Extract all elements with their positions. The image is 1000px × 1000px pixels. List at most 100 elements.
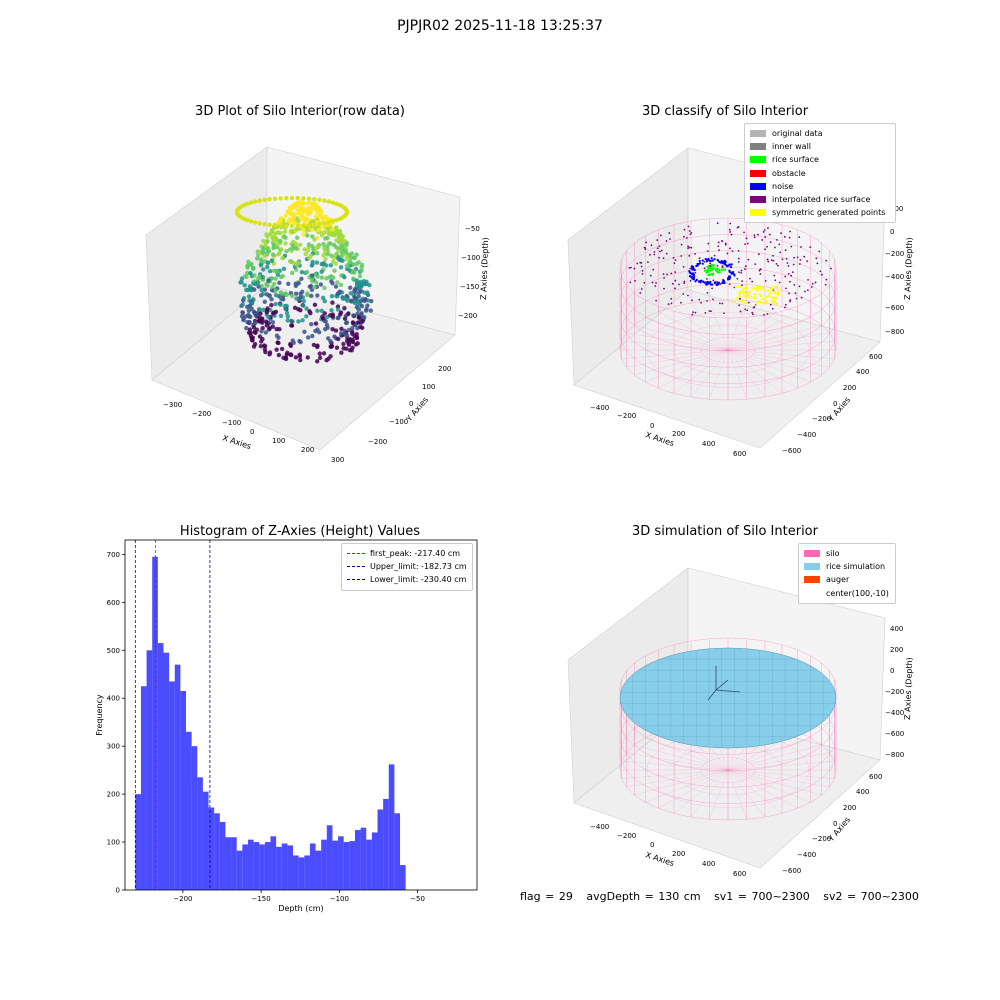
histogram-bar: [281, 843, 288, 890]
histogram-ylabel: Frequency: [95, 694, 104, 736]
histogram-bar: [214, 813, 220, 890]
histogram-bar: [264, 842, 271, 890]
panel4-xtick: 0: [650, 841, 654, 849]
panel1-ytick: −100: [389, 418, 408, 426]
panel4-y-ticks: −600 −400 −200 0 200 400 600: [782, 773, 882, 875]
histogram-xtick-label: −200: [173, 895, 192, 903]
legend-swatch: [804, 590, 820, 597]
panel1-ytick: 0: [409, 400, 413, 408]
panel4-ytick: 200: [843, 804, 856, 812]
legend-line: [347, 566, 365, 568]
panel4-ztick: 0: [890, 667, 894, 675]
panel2-ytick: 400: [856, 368, 869, 376]
panel2-xtick: 400: [702, 440, 715, 448]
histogram-y-ticks: 0 100 200 300 400 500 600 700: [107, 551, 125, 895]
panel1-xtick: 300: [331, 456, 344, 464]
legend-swatch: [750, 169, 766, 177]
histogram-frame: [124, 539, 478, 891]
legend-label: silo: [826, 549, 840, 559]
legend-entry: rice surface: [750, 153, 890, 166]
histogram-bar: [349, 841, 355, 890]
legend-label: rice simulation: [826, 562, 886, 572]
histogram-reference-lines: [134, 540, 211, 890]
histogram-bar: [174, 664, 181, 890]
histogram-bar: [287, 845, 294, 890]
histogram-bar: [338, 836, 344, 890]
histogram-bars: [135, 556, 406, 890]
legend-label: inner wall: [772, 142, 812, 152]
panel4-zlabel: Z Axies (Depth): [903, 657, 914, 720]
panel2-ztick: −800: [885, 328, 904, 336]
panel1-xtick: 0: [250, 428, 254, 436]
legend-entry: first_peak: -217.40 cm: [347, 547, 467, 560]
panel1-y-ticks: −200 −100 0 100 200: [368, 365, 451, 446]
panel1-zlabel: Z Axies (Depth): [479, 237, 490, 300]
sv2-value: sv2 = 700~2300: [823, 890, 919, 903]
panel4-ytick: −200: [812, 835, 831, 843]
legend-swatch: [804, 576, 820, 584]
panel2-silo-wireframe: [619, 217, 837, 401]
histogram-bar: [276, 846, 282, 890]
panel1-ztick: −50: [465, 225, 480, 233]
legend-entry: center(100,-10): [804, 587, 890, 600]
histogram-bar: [247, 839, 254, 890]
histogram-bar: [293, 855, 299, 890]
legend-swatch: [804, 550, 820, 558]
histogram-bar: [315, 850, 322, 890]
histogram-bar: [186, 731, 192, 890]
legend-entry: symmetric generated points: [750, 206, 890, 219]
panel4-ztick: −200: [885, 688, 904, 696]
histogram-ytick-label: 200: [107, 791, 120, 799]
histogram-bar: [388, 764, 395, 890]
panel1-ztick: −150: [460, 283, 479, 291]
histogram-bar: [202, 791, 209, 890]
histogram-bar: [332, 840, 339, 890]
histogram-bar: [371, 832, 378, 890]
legend-label: auger: [826, 575, 850, 585]
histogram-bar: [236, 850, 243, 890]
legend-label: interpolated rice surface: [772, 195, 871, 205]
histogram-bar: [400, 865, 406, 890]
avg-depth-value: avgDepth = 130 cm: [586, 890, 701, 903]
panel4-xtick: 600: [733, 870, 746, 878]
histogram-bar: [225, 837, 232, 890]
panel4-ylabel: Y Axies: [826, 815, 852, 844]
legend-swatch: [804, 563, 820, 571]
panel2-xtick: −200: [617, 412, 636, 420]
histogram-ytick-label: 0: [116, 887, 120, 895]
panel2-ytick: 0: [833, 400, 837, 408]
panel2-z-ticks: 200 0 −200 −400 −600 −800: [885, 205, 904, 336]
histogram-bar: [242, 844, 248, 890]
histogram-bar: [304, 855, 310, 890]
panel2-ztick: 200: [890, 205, 903, 213]
panel4-xtick: −200: [617, 832, 636, 840]
panel2-ytick: 600: [869, 353, 882, 361]
panel1-x-ticks: −300 −200 −100 0 100 200 300: [163, 401, 344, 464]
histogram-bar: [383, 798, 389, 890]
panel1-xtick: 200: [301, 446, 314, 454]
panel2-zlabel: Z Axies (Depth): [903, 237, 914, 300]
legend-swatch: [750, 130, 766, 138]
histogram-bar: [208, 807, 215, 890]
panel4-ztick: −600: [885, 730, 904, 738]
panel2-x-ticks: −400 −200 0 200 400 600: [590, 404, 746, 458]
legend-swatch: [750, 143, 766, 151]
panel4-silo-wireframe: [619, 637, 837, 821]
panel2-y-ticks: −600 −400 −200 0 200 400 600: [782, 353, 882, 455]
histogram-bar: [270, 836, 277, 890]
histogram-bar: [146, 650, 153, 890]
panel2-ytick: −600: [782, 447, 801, 455]
panel4-xlabel: X Axies: [644, 850, 675, 868]
panel4-ztick: −400: [885, 709, 904, 717]
histogram-bar: [394, 813, 401, 890]
legend-entry: obstacle: [750, 167, 890, 180]
legend-swatch: [750, 182, 766, 190]
histogram-xtick-label: −50: [410, 895, 425, 903]
panel2-ztick: −600: [885, 304, 904, 312]
histogram-bar: [321, 839, 327, 890]
legend-entry: Upper_limit: -182.73 cm: [347, 560, 467, 573]
panel2-ztick: 0: [890, 228, 894, 236]
panel4-center-axes-marker: [707, 666, 741, 701]
